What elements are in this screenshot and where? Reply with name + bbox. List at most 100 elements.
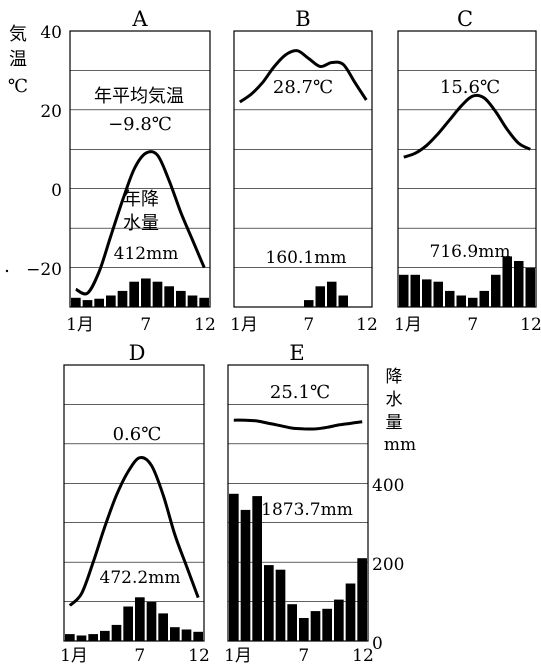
precip-bar	[275, 569, 286, 641]
month-tick-12: 12	[188, 646, 210, 665]
month-tick-1: 1月	[60, 646, 88, 665]
annotation-annual-precip-char-2: 水量	[123, 213, 159, 234]
precip-bar	[304, 300, 314, 307]
precip-axis-label-char-3: 量	[386, 413, 403, 433]
precip-bar	[181, 629, 192, 641]
month-tick-1: 1月	[224, 646, 252, 665]
precip-bar	[410, 274, 420, 307]
precip-bar	[106, 295, 116, 307]
precip-bar	[399, 274, 409, 307]
panel-title-d: D	[129, 341, 146, 365]
precip-bar	[433, 281, 443, 307]
precip-bar	[310, 611, 321, 641]
precip-bar	[123, 606, 133, 641]
panel-e: E 25.1℃ 1873.7mm 1月 7 12	[224, 341, 374, 665]
precip-bar	[88, 634, 98, 641]
precip-bar	[502, 256, 512, 307]
precip-bar	[141, 278, 151, 307]
precip-bar	[357, 558, 367, 641]
precip-bar	[322, 608, 332, 641]
temperature-line	[68, 455, 200, 607]
precip-bar	[468, 297, 478, 307]
panel-a: A −9.8℃ 412mm 1月 7 12	[66, 7, 216, 335]
panel-frame	[69, 30, 211, 308]
month-tick-12: 12	[352, 646, 374, 665]
precip-bar	[152, 281, 163, 307]
precip-bar	[158, 613, 168, 641]
panel-c: C 15.6℃ 716.9mm 1月 7 12	[394, 7, 541, 335]
precip-bar	[71, 297, 81, 307]
precip-bar	[315, 286, 325, 307]
precip-bar	[252, 496, 262, 641]
precip-bar	[287, 604, 297, 641]
annotation-annual-mean-temp-label: 年平均気温	[94, 86, 184, 107]
panels-group: A −9.8℃ 412mm 1月 7 12 B 28.7℃ 160.1mm 1月 7 12 C 15.6℃…	[60, 7, 541, 665]
annual-precip-value: 412mm	[114, 244, 179, 264]
temperature-line	[75, 150, 206, 296]
panel-title-e: E	[289, 341, 304, 365]
precip-tick-200: 200	[372, 555, 404, 575]
temperature-line	[233, 418, 363, 431]
precip-bar	[82, 300, 93, 307]
annual-precip-value: 716.9mm	[430, 242, 511, 262]
precip-bar	[299, 618, 309, 641]
precip-bar	[327, 281, 337, 307]
panel-title-b: B	[295, 7, 310, 31]
panel-frame	[397, 30, 537, 308]
panel-frame	[227, 364, 369, 642]
temp-tick-40: 40	[40, 23, 62, 43]
precip-bar	[264, 565, 274, 641]
month-tick-1: 1月	[230, 315, 258, 335]
precip-bar	[129, 281, 139, 307]
precip-bar	[456, 295, 466, 307]
temp-tick-0: 0	[51, 181, 62, 201]
annual-mean-temp-value: −9.8℃	[108, 114, 172, 135]
temp-tick-minus20: −20	[26, 260, 62, 280]
precip-tick-0: 0	[372, 634, 383, 654]
temperature-line	[238, 49, 368, 104]
precip-bar	[176, 290, 186, 307]
precip-bar	[117, 290, 128, 307]
precip-tick-400: 400	[372, 476, 404, 496]
precip-bar	[164, 286, 174, 307]
panel-frame	[233, 30, 373, 308]
precip-bar	[229, 493, 239, 641]
precip-axis-label-char-2: 水	[386, 390, 403, 410]
month-tick-7: 7	[467, 315, 478, 335]
annual-mean-temp-value: 28.7℃	[273, 77, 333, 98]
precip-bar	[76, 635, 87, 641]
panel-frame	[63, 364, 205, 642]
month-tick-12: 12	[194, 315, 216, 335]
precip-bar	[193, 631, 203, 641]
precip-bar	[240, 509, 251, 641]
precip-bar	[491, 274, 501, 307]
precip-bar	[100, 630, 110, 641]
annotation-annual-precip-char-1: 年降	[123, 189, 159, 210]
temp-axis-label-char-1: 気	[9, 24, 27, 45]
month-tick-7: 7	[303, 315, 314, 335]
month-tick-7: 7	[140, 315, 151, 335]
precip-bar	[187, 295, 198, 307]
precip-bar	[445, 290, 455, 307]
annual-precip-value: 1873.7mm	[261, 500, 353, 520]
precip-axis-unit: mm	[384, 435, 416, 455]
precip-bar	[514, 261, 524, 307]
precip-bar	[345, 583, 356, 641]
month-tick-1: 1月	[66, 315, 94, 335]
precip-bar	[334, 599, 344, 641]
panel-b: B 28.7℃ 160.1mm 1月 7 12	[230, 7, 378, 335]
precip-bar	[94, 298, 104, 307]
month-tick-1: 1月	[394, 315, 422, 335]
panel-title-a: A	[131, 7, 148, 31]
precip-bar	[525, 267, 535, 307]
panel-title-c: C	[457, 7, 473, 31]
precip-bar	[199, 297, 209, 307]
panel-d: D 0.6℃ 472.2mm 1月 7 12	[60, 341, 210, 665]
annual-mean-temp-value: 25.1℃	[270, 382, 330, 403]
temp-tick-20: 20	[40, 102, 62, 122]
month-tick-12: 12	[520, 315, 541, 335]
precip-bar	[146, 601, 157, 641]
temp-axis-label-char-2: 温	[9, 49, 27, 70]
stray-mark	[5, 269, 9, 273]
temp-axis-label-char-3: ℃	[8, 76, 28, 97]
